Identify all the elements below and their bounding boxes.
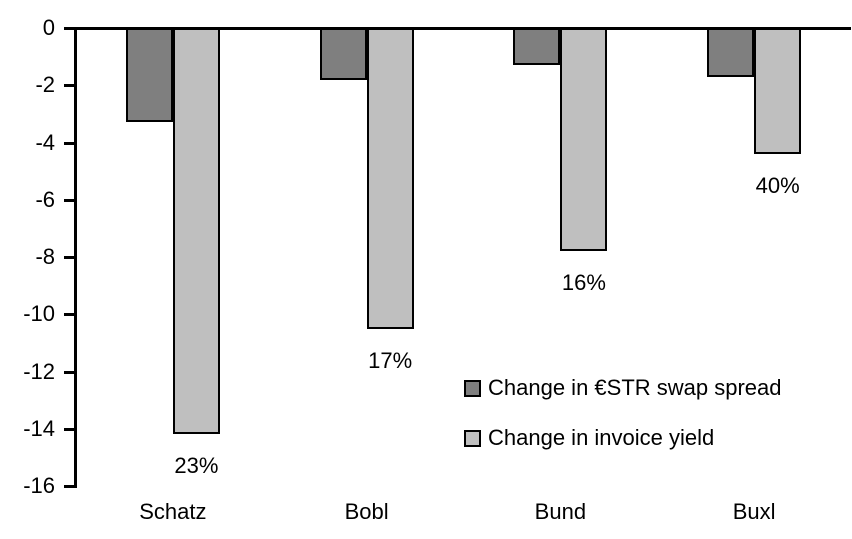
y-tick-mark <box>64 485 75 488</box>
bar-value-label-schatz: 23% <box>174 453 219 479</box>
y-tick-mark <box>64 198 75 202</box>
zero-baseline <box>74 27 851 30</box>
y-tick-label: 0 <box>42 15 55 40</box>
y-tick-mark <box>64 27 75 30</box>
y-tick-label: -6 <box>35 186 55 212</box>
y-tick-mark <box>64 84 75 88</box>
bar-bobl-invoice-yield <box>366 28 414 329</box>
y-tick-label: -16 <box>23 473 55 498</box>
legend-swatch-invoice-yield <box>464 429 481 447</box>
legend-label-swap-spread: Change in €STR swap spread <box>488 375 782 400</box>
y-tick-mark <box>64 313 75 317</box>
legend-label-invoice-yield: Change in invoice yield <box>488 425 715 450</box>
y-axis-line <box>74 28 77 488</box>
y-tick-mark <box>64 427 75 431</box>
bar-schatz-swap-spread <box>125 28 173 123</box>
y-tick-label: -14 <box>23 415 55 441</box>
bar-bund-invoice-yield <box>560 28 608 252</box>
y-tick-mark <box>64 256 75 259</box>
y-tick-mark <box>64 141 75 145</box>
x-axis-label-bund: Bund <box>534 499 587 524</box>
bar-value-label-buxl: 40% <box>755 172 800 198</box>
y-tick-label: -12 <box>23 358 55 384</box>
legend-item-swap-spread: Change in €STR swap spread <box>464 376 782 400</box>
bar-schatz-invoice-yield <box>172 28 220 435</box>
x-axis-label-schatz: Schatz <box>139 499 207 524</box>
x-axis-label-buxl: Buxl <box>732 499 776 524</box>
legend-swatch-swap-spread <box>464 379 481 397</box>
y-tick-mark <box>64 370 75 374</box>
bar-value-label-bund: 16% <box>561 270 606 296</box>
y-tick-label: -2 <box>35 72 55 98</box>
bar-bobl-swap-spread <box>319 28 367 80</box>
bar-buxl-swap-spread <box>707 28 755 77</box>
bar-value-label-bobl: 17% <box>368 347 413 373</box>
bar-bund-swap-spread <box>513 28 561 66</box>
legend: Change in €STR swap spread Change in inv… <box>464 376 782 450</box>
bar-buxl-invoice-yield <box>754 28 802 154</box>
legend-item-invoice-yield: Change in invoice yield <box>464 426 782 450</box>
y-tick-label: -8 <box>35 244 55 269</box>
x-axis-label-bobl: Bobl <box>344 499 389 524</box>
y-tick-label: -4 <box>35 129 55 155</box>
y-tick-label: -10 <box>23 301 55 327</box>
